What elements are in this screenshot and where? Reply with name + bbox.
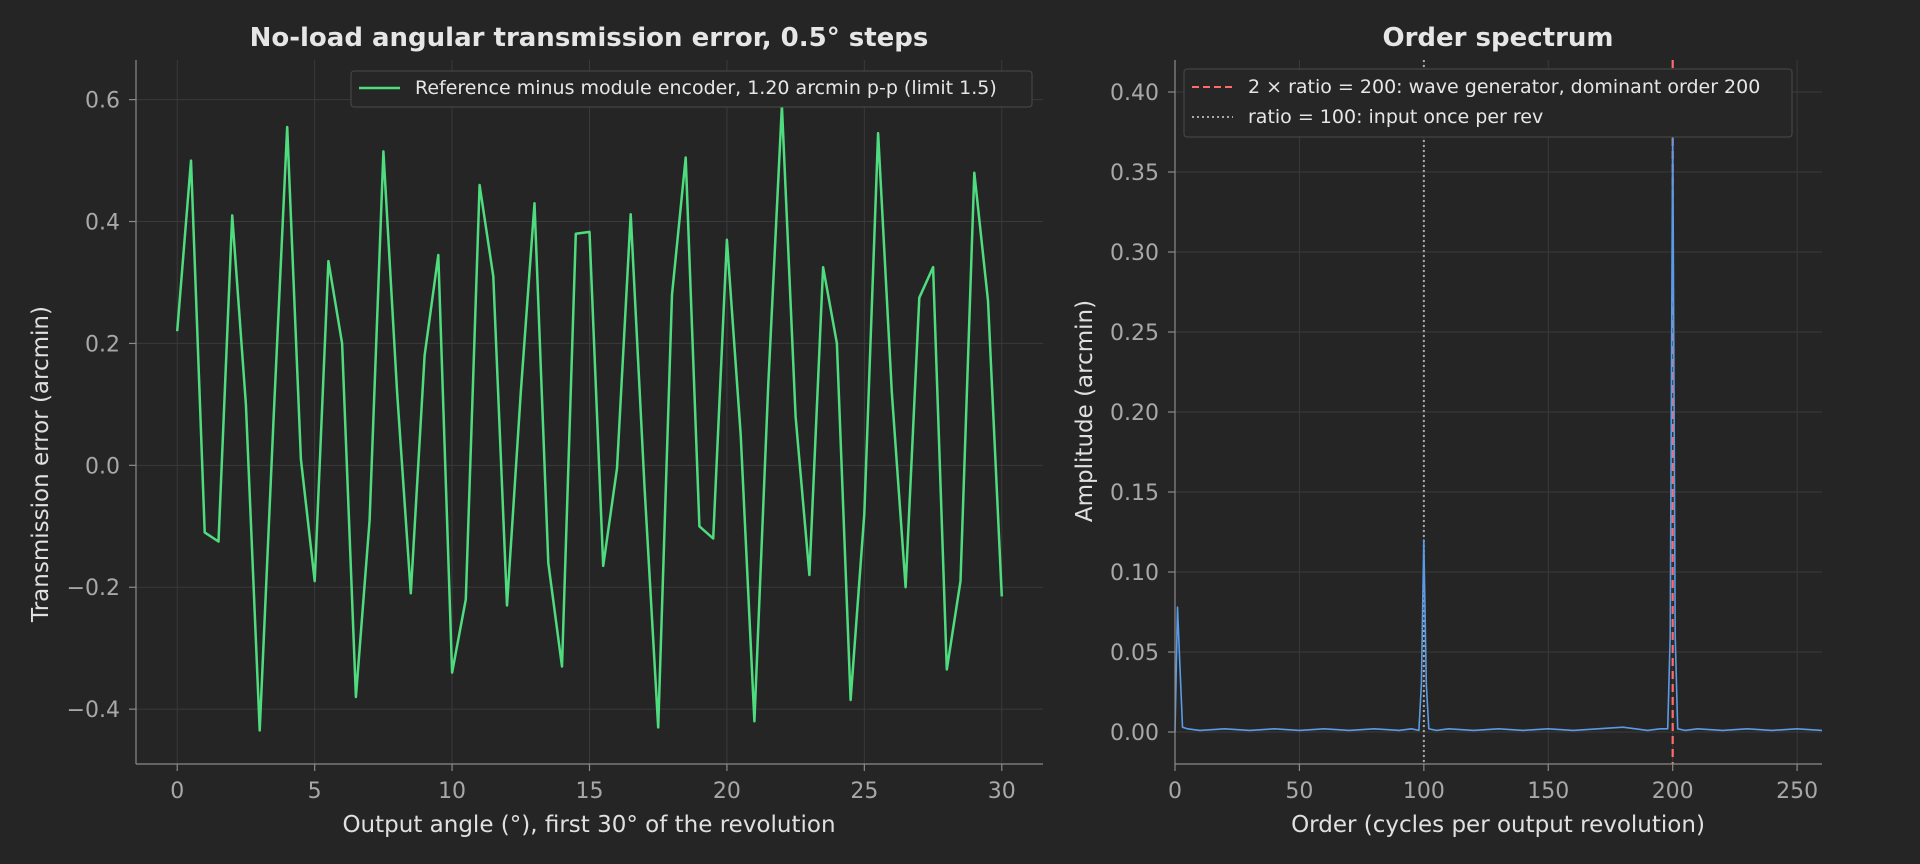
right-y-axis-label: Amplitude (arcmin) [1072,300,1098,522]
right-legend-entry-input: ratio = 100: input once per rev [1248,106,1543,128]
left-y-tick-label: 0.2 [85,332,120,357]
left-y-tick-label: −0.2 [67,576,120,601]
right-x-tick-label: 50 [1285,779,1313,804]
right-y-tick-label: 0.30 [1110,241,1159,266]
right-y-tick-label: 0.00 [1110,721,1159,746]
right-legend-frame [1183,68,1793,138]
right-y-tick-label: 0.35 [1110,161,1159,186]
left-x-ticks: 0 5 10 15 20 25 30 [170,764,1016,804]
left-x-axis-label: Output angle (°), first 30° of the revol… [342,812,835,838]
left-y-ticks: −0.4 −0.2 0.0 0.2 0.4 0.6 [67,89,136,723]
left-y-axis-label: Transmission error (arcmin) [28,306,54,623]
left-legend-entry: Reference minus module encoder, 1.20 arc… [415,77,997,99]
left-x-tick-label: 10 [438,779,466,804]
left-x-tick-label: 20 [713,779,741,804]
left-legend: Reference minus module encoder, 1.20 arc… [350,70,1033,108]
right-x-tick-label: 100 [1403,779,1445,804]
left-series [175,104,1004,732]
right-x-tick-label: 200 [1652,779,1694,804]
right-legend: 2 × ratio = 200: wave generator, dominan… [1183,68,1793,138]
right-series [1174,123,1823,733]
right-x-tick-label: 0 [1168,779,1182,804]
left-y-tick-label: 0.6 [85,89,120,114]
left-x-tick-label: 15 [576,779,604,804]
right-x-axis-label: Order (cycles per output revolution) [1291,812,1705,838]
left-series-line [175,104,1004,732]
right-y-tick-label: 0.20 [1110,401,1159,426]
right-gridlines [1174,60,1822,764]
left-y-tick-label: 0.4 [85,211,120,236]
right-y-tick-label: 0.25 [1110,321,1159,346]
right-x-tick-label: 250 [1776,779,1818,804]
left-chart-panel: 0 5 10 15 20 25 30 −0.4 −0.2 0.0 0.2 0.4 0.6 No-loa… [28,23,1043,838]
right-y-tick-label: 0.10 [1110,561,1159,586]
right-x-ticks: 0 50 100 150 200 250 [1168,764,1818,804]
left-y-tick-label: 0.0 [85,454,120,479]
right-y-tick-label: 0.40 [1110,81,1159,106]
right-chart-title: Order spectrum [1382,23,1613,53]
right-series-line [1174,123,1823,733]
left-x-tick-label: 0 [170,779,184,804]
left-x-tick-label: 25 [850,779,878,804]
left-y-tick-label: −0.4 [67,698,120,723]
left-chart-title: No-load angular transmission error, 0.5°… [250,23,929,53]
right-chart-panel: 0 50 100 150 200 250 0.00 0.05 0.10 0.15 0.20 0.25… [1072,23,1823,838]
right-y-ticks: 0.00 0.05 0.10 0.15 0.20 0.25 0.30 0.35 0.40 [1110,81,1175,746]
left-x-tick-label: 30 [988,779,1016,804]
right-y-tick-label: 0.15 [1110,481,1159,506]
right-x-tick-label: 150 [1527,779,1569,804]
left-gridlines [136,60,1043,764]
left-x-tick-label: 5 [308,779,322,804]
right-legend-entry-wave-generator: 2 × ratio = 200: wave generator, dominan… [1248,76,1760,98]
left-legend-frame [350,70,1033,108]
right-y-tick-label: 0.05 [1110,641,1159,666]
